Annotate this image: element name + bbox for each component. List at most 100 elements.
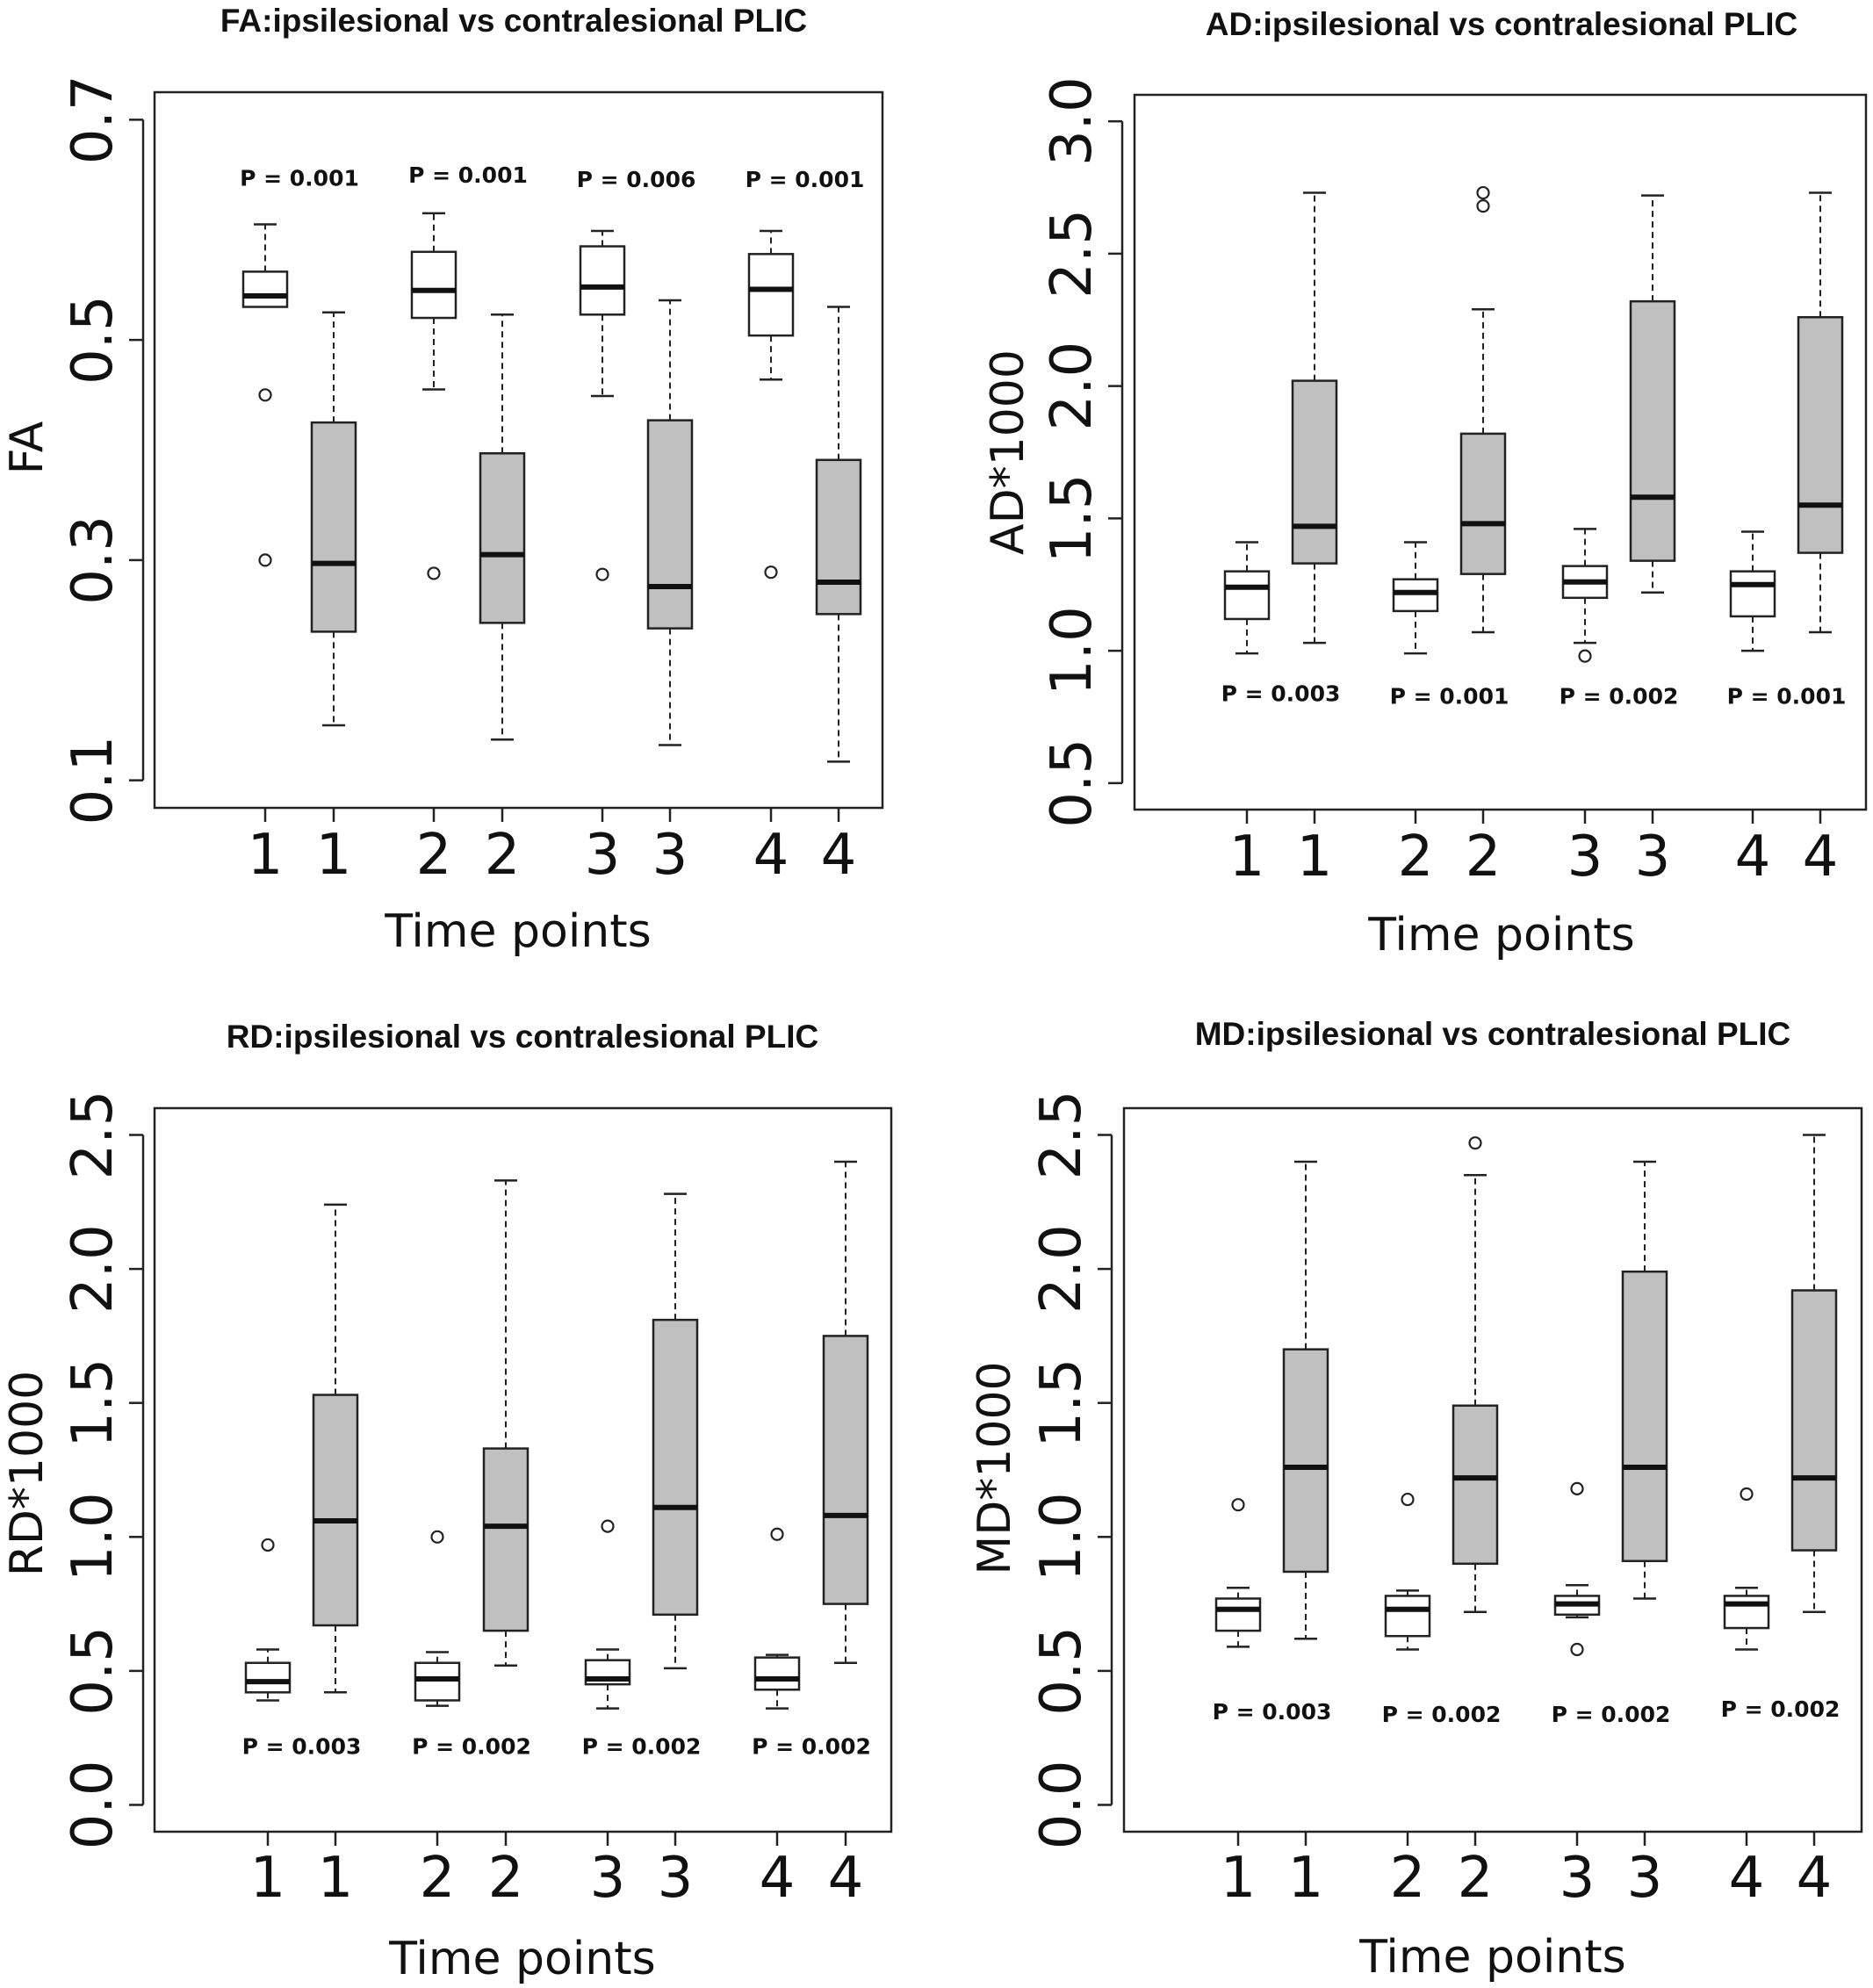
rd-p-value-label: P = 0.002	[412, 1733, 531, 1759]
rd-x-tick-label: 4	[760, 1846, 796, 1911]
ad-box-contralesional-1	[1291, 191, 1338, 645]
outlier-point	[1476, 199, 1490, 213]
md-p-value-label: P = 0.002	[1721, 1696, 1841, 1722]
box-iqr	[414, 1661, 461, 1702]
box-iqr	[1790, 1289, 1838, 1552]
ad-y-tick-label: 1.0	[1040, 606, 1105, 695]
rd-x-tick-label: 4	[828, 1846, 864, 1911]
fa-x-tick-label: 2	[416, 823, 452, 888]
rd-box-ipsilesional-1	[244, 1538, 292, 1702]
md-x-tick-label: 3	[1560, 1846, 1596, 1911]
rd-box-contralesional-2	[482, 1179, 529, 1667]
ad-p-value-label: P = 0.001	[1727, 683, 1847, 709]
outlier-point	[1570, 1642, 1584, 1657]
ad-plot-frame	[1133, 93, 1868, 811]
fa-x-tick-label: 2	[485, 823, 521, 888]
ad-box-ipsilesional-2	[1392, 541, 1439, 655]
outlier-point	[1468, 1136, 1482, 1150]
fa-x-tick-label: 4	[821, 823, 857, 888]
box-iqr	[1729, 570, 1776, 618]
ad-box-contralesional-2	[1459, 185, 1507, 634]
box-iqr	[482, 1447, 529, 1632]
outlier-point	[258, 553, 272, 567]
ad-p-value-label: P = 0.002	[1560, 683, 1679, 709]
rd-box-ipsilesional-4	[753, 1527, 801, 1710]
box-iqr	[1214, 1597, 1262, 1632]
rd-x-tick-label: 1	[250, 1846, 286, 1911]
md-y-tick-label: 1.5	[1029, 1358, 1094, 1448]
fa-box-ipsilesional-1	[241, 223, 289, 567]
md-box-ipsilesional-4	[1723, 1487, 1770, 1651]
ad-box-contralesional-4	[1797, 191, 1844, 634]
box-iqr	[310, 421, 357, 633]
outlier-point	[1401, 1492, 1415, 1507]
md-box-contralesional-1	[1282, 1160, 1329, 1640]
fa-p-value-label: P = 0.001	[408, 162, 528, 188]
md-box-contralesional-2	[1452, 1136, 1499, 1613]
ad-x-tick-label: 4	[1803, 825, 1839, 890]
ad-y-axis-label: AD*1000	[982, 349, 1034, 555]
rd-box-ipsilesional-3	[584, 1519, 631, 1710]
ad-box-ipsilesional-4	[1729, 530, 1776, 652]
fa-p-value-label: P = 0.001	[240, 166, 359, 191]
ad-box-ipsilesional-3	[1561, 528, 1609, 663]
box-iqr	[479, 452, 526, 624]
rd-y-axis-label: RD*1000	[1, 1371, 54, 1577]
box-iqr	[1223, 570, 1271, 621]
box-iqr	[1291, 379, 1338, 565]
box-iqr	[1797, 315, 1844, 554]
fa-box-ipsilesional-3	[579, 229, 626, 581]
fa-x-tick-label: 4	[753, 823, 789, 888]
fa-box-contralesional-1	[310, 311, 357, 727]
ad-y-tick-label: 2.0	[1040, 342, 1105, 431]
outlier-point	[261, 1538, 275, 1552]
md-y-tick-label: 1.0	[1029, 1492, 1094, 1581]
box-iqr	[312, 1394, 359, 1627]
rd-y-tick-label: 0.0	[61, 1761, 126, 1850]
rd-y-tick-label: 1.5	[61, 1358, 126, 1448]
box-iqr	[815, 458, 862, 616]
md-box-ipsilesional-3	[1553, 1481, 1601, 1657]
fa-box-contralesional-4	[815, 306, 862, 763]
fa-panel: FA:ipsilesional vs contralesional PLIC T…	[1, 3, 884, 958]
box-iqr	[410, 250, 457, 320]
rd-box-contralesional-4	[822, 1160, 869, 1664]
ad-y-tick-label: 2.5	[1040, 209, 1105, 299]
ad-x-tick-label: 2	[1398, 825, 1434, 890]
fa-x-axis-label: Time points	[384, 905, 652, 958]
box-iqr	[1459, 432, 1507, 575]
ad-y-tick-label: 0.5	[1040, 738, 1105, 828]
fa-x-tick-label: 1	[248, 823, 284, 888]
ad-panel: AD:ipsilesional vs contralesional PLIC T…	[982, 6, 1868, 962]
md-box-ipsilesional-2	[1384, 1492, 1431, 1651]
rd-x-tick-label: 3	[590, 1846, 626, 1911]
rd-x-tick-label: 2	[488, 1846, 524, 1911]
outlier-point	[1570, 1481, 1584, 1495]
ad-x-tick-label: 3	[1567, 825, 1603, 890]
md-p-value-label: P = 0.003	[1213, 1699, 1332, 1725]
rd-y-tick-label: 2.0	[61, 1224, 126, 1314]
box-iqr	[1629, 299, 1676, 562]
md-p-value-label: P = 0.002	[1382, 1702, 1502, 1727]
rd-plot-frame	[153, 1106, 893, 1833]
fa-x-tick-label: 3	[585, 823, 621, 888]
fa-box-ipsilesional-4	[747, 229, 795, 580]
rd-x-tick-label: 3	[658, 1846, 694, 1911]
fa-y-tick-label: 0.1	[61, 736, 126, 825]
md-x-tick-label: 2	[1458, 1846, 1494, 1911]
outlier-point	[1476, 185, 1490, 200]
md-panel-title: MD:ipsilesional vs contralesional PLIC	[1195, 1016, 1791, 1052]
box-iqr	[1384, 1595, 1431, 1638]
outlier-point	[1231, 1498, 1245, 1512]
md-box-ipsilesional-1	[1214, 1498, 1262, 1648]
box-iqr	[747, 253, 795, 337]
ad-p-value-label: P = 0.003	[1221, 681, 1341, 706]
outlier-point	[764, 565, 778, 580]
fa-plot-frame	[153, 90, 884, 810]
md-p-value-label: P = 0.002	[1552, 1702, 1671, 1727]
outlier-point	[770, 1527, 784, 1541]
fa-x-tick-label: 1	[316, 823, 352, 888]
md-x-tick-label: 4	[1797, 1846, 1833, 1911]
ad-x-tick-label: 2	[1466, 825, 1502, 890]
box-iqr	[579, 245, 626, 316]
